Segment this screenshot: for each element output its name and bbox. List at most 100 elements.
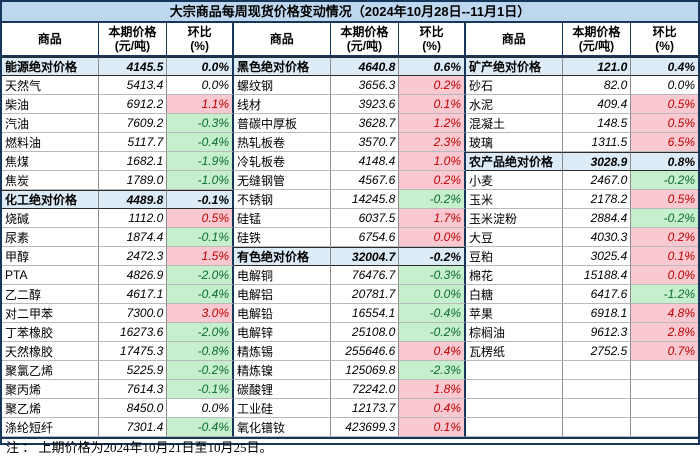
pct-change: 1.5% <box>167 247 234 266</box>
pct-change: 6.5% <box>631 133 698 152</box>
commodity-name: 豆粕 <box>466 247 563 266</box>
price-value: 12173.7 <box>330 399 400 418</box>
pct-change: -0.8% <box>167 342 234 361</box>
header-pct-3: 环比 (%) <box>631 23 698 55</box>
price-value: 9612.3 <box>562 323 632 342</box>
commodity-name: 白糖 <box>466 285 563 304</box>
commodity-name: 涤纶短纤 <box>2 418 99 437</box>
price-value: 76476.7 <box>330 266 400 285</box>
price-value: 4145.5 <box>98 57 168 76</box>
pct-change: -0.1% <box>167 380 234 399</box>
price-value: 6918.1 <box>562 304 632 323</box>
commodity-name <box>466 361 563 380</box>
table-body: 能源绝对价格 4145.5 0.0% 黑色绝对价格 4640.8 0.6% 矿产绝对价格 12… <box>2 57 698 437</box>
pct-change: -0.1% <box>167 228 234 247</box>
commodity-name <box>466 418 563 437</box>
price-value: 423699.3 <box>330 418 400 437</box>
pct-change: -0.2% <box>399 190 466 209</box>
pct-change: 0.2% <box>399 76 466 95</box>
pct-change: 0.5% <box>631 95 698 114</box>
header-price-2: 本期价格 (元/吨) <box>330 23 400 55</box>
pct-change: 0.4% <box>399 399 466 418</box>
category-name: 能源绝对价格 <box>2 57 99 76</box>
pct-change: -0.1% <box>167 190 234 209</box>
category-name: 农产品绝对价格 <box>466 152 563 171</box>
pct-change: 2.8% <box>631 323 698 342</box>
commodity-name: 玉米淀粉 <box>466 209 563 228</box>
pct-change: -0.4% <box>167 133 234 152</box>
price-value: 4148.4 <box>330 152 400 171</box>
commodity-name: 对二甲苯 <box>2 304 99 323</box>
pct-change: -0.3% <box>399 266 466 285</box>
pct-change: 0.0% <box>631 76 698 95</box>
pct-change: 1.0% <box>399 152 466 171</box>
pct-change: -0.4% <box>399 304 466 323</box>
pct-change: 1.8% <box>399 380 466 399</box>
commodity-name: 柴油 <box>2 95 99 114</box>
pct-change: 0.1% <box>399 418 466 437</box>
header-pct-2: 环比 (%) <box>399 23 466 55</box>
price-value: 3025.4 <box>562 247 632 266</box>
price-value <box>562 361 632 380</box>
pct-change: 0.7% <box>631 342 698 361</box>
commodity-name: 线材 <box>234 95 331 114</box>
commodity-name: 电解锌 <box>234 323 331 342</box>
price-value: 32004.7 <box>330 247 400 266</box>
price-value: 8450.0 <box>98 399 168 418</box>
pct-change: -2.0% <box>167 323 234 342</box>
pct-change: 4.8% <box>631 304 698 323</box>
price-value: 2752.5 <box>562 342 632 361</box>
pct-change: 0.4% <box>631 57 698 76</box>
commodity-name: 苹果 <box>466 304 563 323</box>
price-value <box>562 399 632 418</box>
pct-change: 2.3% <box>399 133 466 152</box>
commodity-name: 小麦 <box>466 171 563 190</box>
commodity-name: PTA <box>2 266 99 285</box>
pct-change <box>631 361 698 380</box>
pct-change: 0.0% <box>167 399 234 418</box>
commodity-name: 乙二醇 <box>2 285 99 304</box>
pct-change: 0.2% <box>631 228 698 247</box>
commodity-name: 焦煤 <box>2 152 99 171</box>
commodity-name: 棕榈油 <box>466 323 563 342</box>
price-value: 3628.7 <box>330 114 400 133</box>
table-header-row: 商品 本期价格 (元/吨) 环比 (%) 商品 本期价格 (元/吨) 环比 (%) 商品… <box>2 23 698 57</box>
pct-change: 0.0% <box>167 76 234 95</box>
pct-change: -0.2% <box>399 323 466 342</box>
commodity-name: 硅锰 <box>234 209 331 228</box>
pct-change: 0.1% <box>399 95 466 114</box>
commodity-name: 大豆 <box>466 228 563 247</box>
pct-change: 0.0% <box>167 57 234 76</box>
price-value: 5413.4 <box>98 76 168 95</box>
pct-change <box>631 380 698 399</box>
commodity-name: 天然气 <box>2 76 99 95</box>
price-value: 1311.5 <box>562 133 632 152</box>
pct-change: 0.1% <box>631 247 698 266</box>
commodity-name: 瓦楞纸 <box>466 342 563 361</box>
price-value: 2472.3 <box>98 247 168 266</box>
pct-change: -1.2% <box>631 285 698 304</box>
table-title: 大宗商品每周现货价格变动情况（2024年10月28日--11月1日） <box>2 2 698 23</box>
price-value: 3656.3 <box>330 76 400 95</box>
pct-change: -1.9% <box>167 152 234 171</box>
pct-change: 3.0% <box>167 304 234 323</box>
commodity-name: 氧化镨钕 <box>234 418 331 437</box>
category-name: 化工绝对价格 <box>2 190 99 209</box>
price-value: 14245.8 <box>330 190 400 209</box>
price-value: 82.0 <box>562 76 632 95</box>
price-value: 121.0 <box>562 57 632 76</box>
pct-change: 0.0% <box>399 285 466 304</box>
commodity-name: 不锈钢 <box>234 190 331 209</box>
pct-change: -1.0% <box>167 171 234 190</box>
pct-change: 0.4% <box>399 342 466 361</box>
commodity-name: 无缝钢管 <box>234 171 331 190</box>
price-value: 3923.6 <box>330 95 400 114</box>
commodity-name: 冷轧板卷 <box>234 152 331 171</box>
price-value: 25108.0 <box>330 323 400 342</box>
commodity-name: 碳酸锂 <box>234 380 331 399</box>
price-value: 2178.2 <box>562 190 632 209</box>
pct-change: -0.2% <box>631 171 698 190</box>
price-value: 4640.8 <box>330 57 400 76</box>
price-value: 17475.3 <box>98 342 168 361</box>
commodity-name: 玻璃 <box>466 133 563 152</box>
